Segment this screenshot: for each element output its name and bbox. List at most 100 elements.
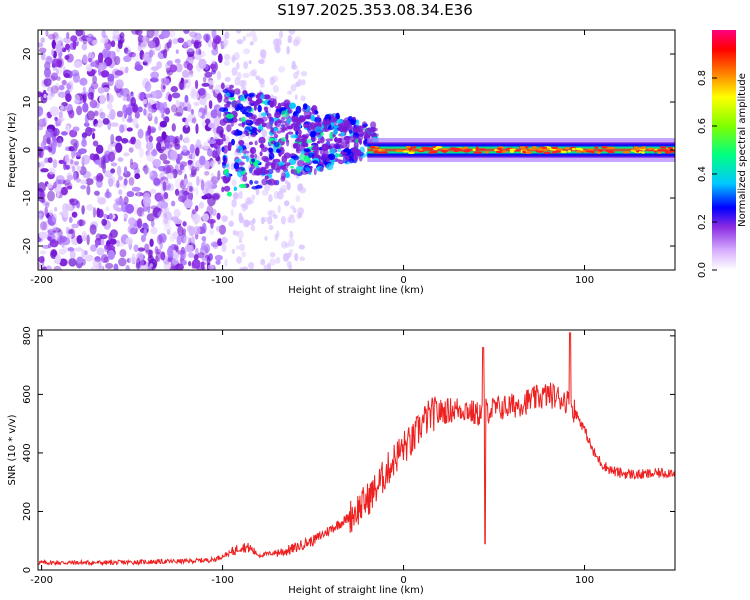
heatmap-cell	[263, 94, 271, 100]
heatmap-cell	[97, 197, 107, 205]
heatmap-cell	[218, 224, 227, 235]
heatmap-cell	[248, 261, 255, 270]
colorbar-tick-label: 0.0	[697, 262, 708, 278]
heatmap-cell	[136, 206, 145, 217]
heatmap-cell	[39, 191, 46, 199]
heatmap-cell	[348, 151, 354, 159]
heatmap-cell	[105, 262, 114, 269]
heatmap-cell	[465, 148, 472, 152]
heatmap-cell	[79, 219, 83, 227]
heatmap-cell	[164, 206, 170, 214]
heatmap-cell	[118, 189, 123, 195]
heatmap-cell	[257, 129, 262, 133]
heatmap-cell	[159, 146, 167, 151]
heatmap-cell	[249, 30, 257, 37]
heatmap-cell	[90, 81, 99, 90]
heatmap-cell	[250, 154, 255, 159]
heatmap-cell	[39, 160, 46, 167]
heatmap-cell	[348, 139, 354, 143]
heatmap-cell	[472, 148, 476, 152]
heatmap-cell	[311, 146, 320, 151]
heatmap-cell	[100, 70, 110, 78]
heatmap-cell	[49, 106, 59, 117]
heatmap-cell	[143, 93, 153, 99]
heatmap-cell	[258, 136, 266, 144]
heatmap-cell	[82, 38, 88, 45]
heatmap-cell	[117, 175, 123, 181]
heatmap-cell	[186, 63, 194, 71]
heatmap-cell	[43, 78, 52, 87]
heatmap-cell	[215, 259, 221, 265]
heatmap-cell	[355, 119, 360, 127]
heatmap-cell	[239, 243, 245, 252]
heatmap-cell	[433, 147, 438, 151]
heatmap-cell	[214, 254, 223, 261]
heatmap-cell	[57, 138, 63, 148]
heatmap-cell	[185, 47, 195, 53]
x-tick-label: 0	[400, 275, 406, 286]
heatmap-cell	[143, 108, 147, 116]
heatmap-cell	[149, 238, 154, 248]
heatmap-cell	[192, 151, 196, 163]
heatmap-cell	[125, 49, 132, 57]
heatmap-cell	[166, 228, 171, 235]
snr-frame	[37, 329, 676, 571]
heatmap-cell	[463, 146, 469, 149]
heatmap-cell	[144, 81, 152, 92]
heatmap-cell	[54, 36, 64, 45]
heatmap-cell	[156, 234, 163, 245]
heatmap-cell	[103, 244, 111, 250]
heatmap-cell	[288, 102, 297, 109]
heatmap-cell	[156, 197, 165, 203]
heatmap-cell	[198, 201, 205, 209]
heatmap-cell	[236, 99, 241, 104]
heatmap-cell	[132, 104, 139, 113]
heatmap-cell	[243, 219, 250, 228]
heatmap-cell	[171, 258, 179, 265]
snr-panel: -200 -100 0 100 0 200 400 600 800 Height of str…	[7, 326, 676, 596]
heatmap-cell	[223, 148, 228, 154]
heatmap-cell	[109, 109, 116, 120]
heatmap-cell	[47, 157, 53, 164]
heatmap-cell	[242, 175, 248, 183]
x-tick-label: -100	[211, 575, 234, 586]
heatmap-cell	[369, 126, 376, 133]
heatmap-cell	[132, 117, 138, 127]
heatmap-cell	[158, 200, 163, 207]
heatmap-cell	[174, 58, 181, 64]
heatmap-cell	[285, 139, 290, 143]
snr-x-label: Height of straight line (km)	[288, 585, 424, 596]
heatmap-cell	[248, 115, 256, 120]
heatmap-cell	[51, 48, 55, 57]
heatmap-cell	[134, 64, 144, 72]
heatmap-cell	[257, 104, 262, 113]
heatmap-cell	[164, 141, 170, 149]
heatmap-cell	[110, 122, 119, 127]
heatmap-cell	[146, 107, 153, 119]
heatmap-cell	[193, 101, 200, 107]
heatmap-cell	[267, 178, 276, 186]
heatmap-cell	[222, 39, 229, 47]
snr-series-line	[38, 332, 675, 567]
heatmap-cell	[268, 152, 275, 160]
heatmap-cell	[528, 147, 538, 151]
heatmap-cell	[44, 114, 49, 124]
heatmap-cell	[260, 94, 265, 100]
heatmap-cell	[160, 81, 166, 93]
heatmap-cell	[58, 159, 65, 164]
heatmap-cell	[269, 258, 277, 266]
heatmap-cell	[86, 184, 91, 196]
heatmap-cell	[65, 226, 69, 234]
heatmap-cell	[567, 150, 571, 153]
heatmap-cell	[154, 37, 160, 46]
heatmap-cell	[162, 164, 172, 175]
heatmap-cell	[477, 148, 487, 151]
heatmap-cell	[115, 79, 124, 89]
heatmap-cell	[177, 37, 185, 44]
heatmap-cell	[203, 141, 209, 150]
heatmap-cell	[100, 37, 109, 44]
heatmap-cell	[107, 249, 115, 260]
heatmap-cell	[194, 79, 199, 90]
heatmap-cell	[298, 183, 304, 191]
heatmap-cell	[198, 144, 203, 149]
